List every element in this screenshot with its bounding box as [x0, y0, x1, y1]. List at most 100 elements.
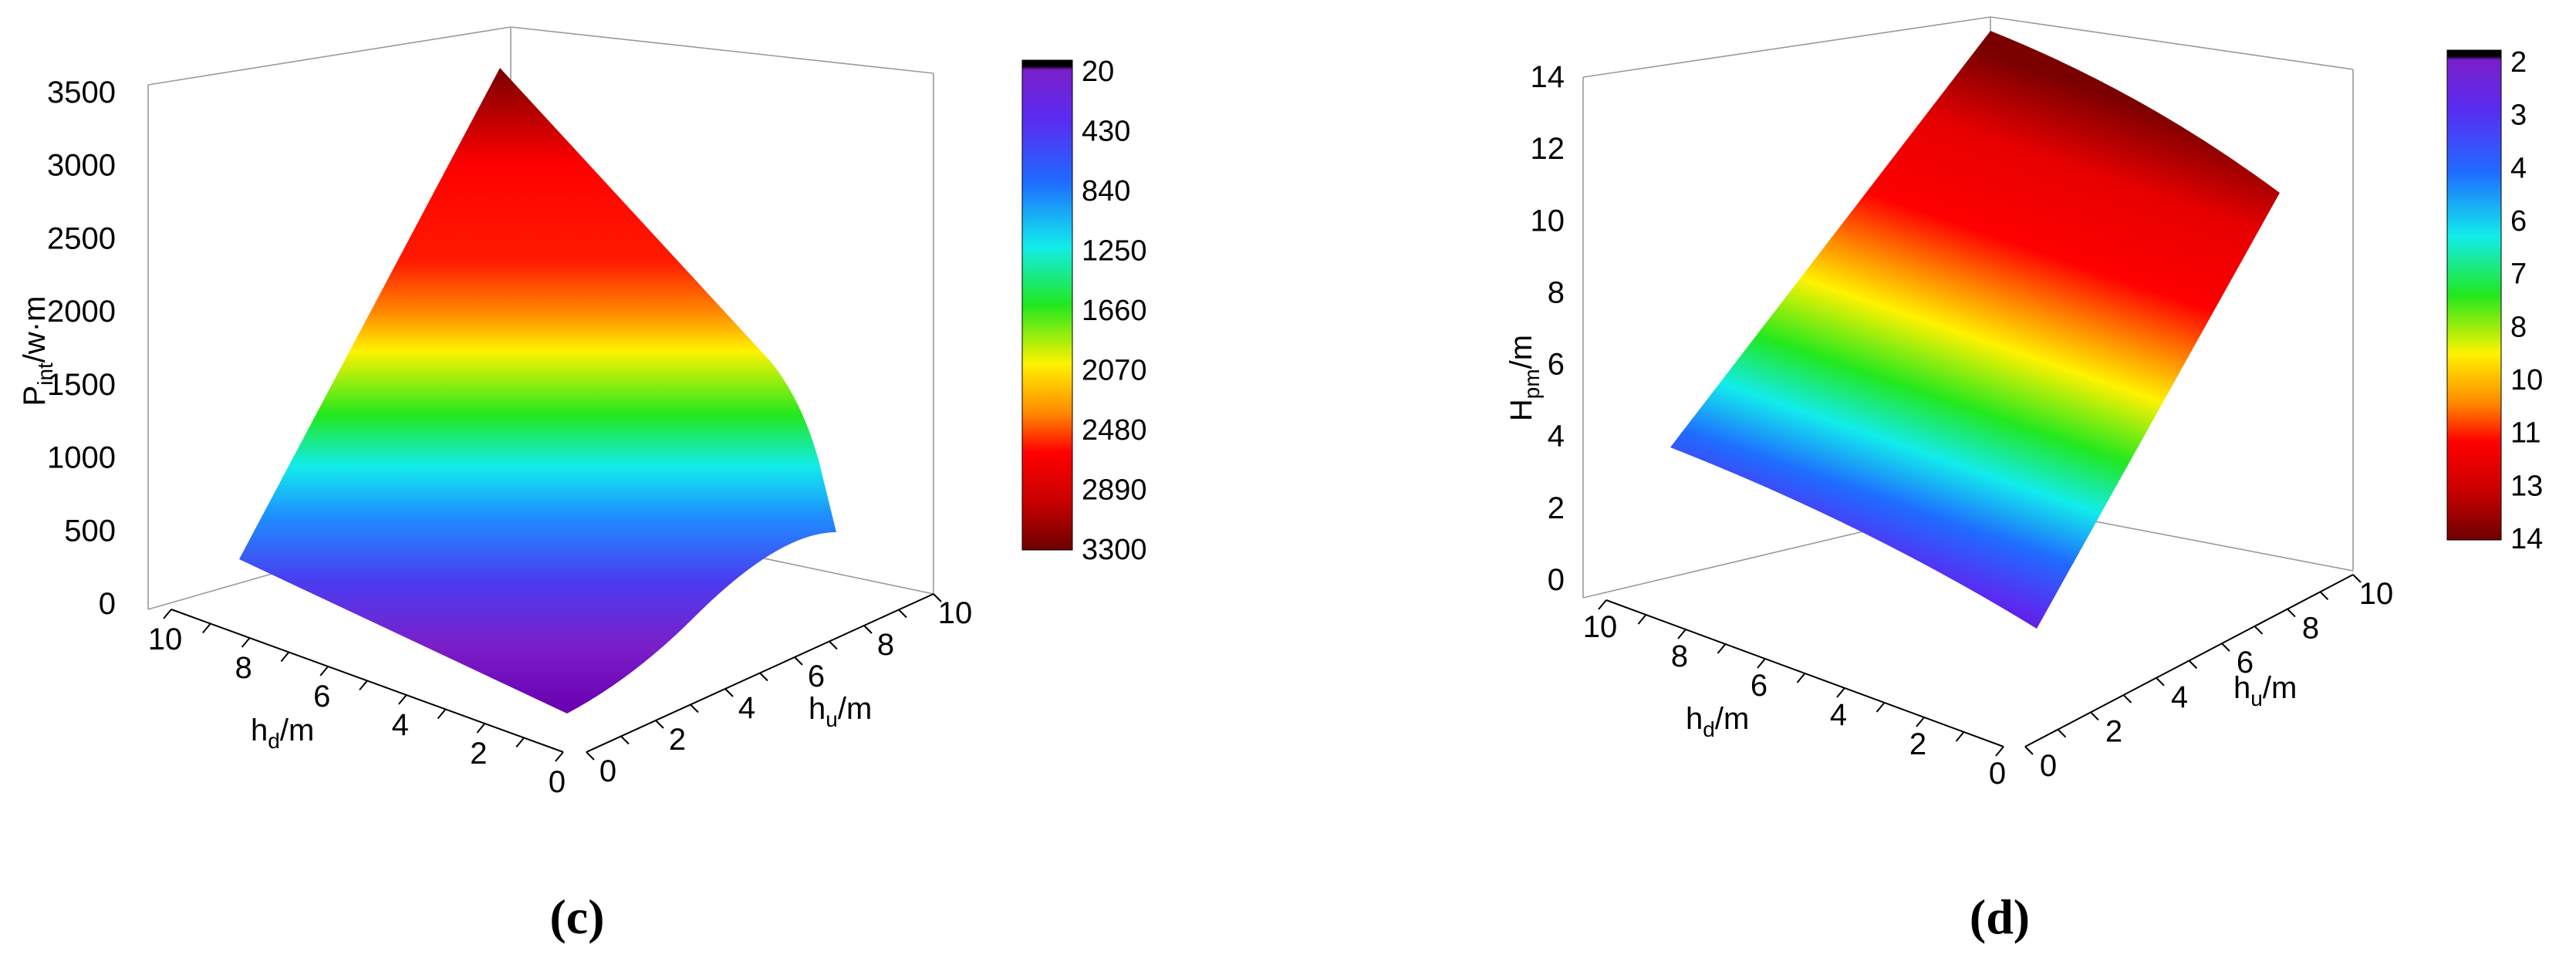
- panel-d-y-tick: [2156, 677, 2165, 686]
- panel-d-x-tick-label: 0: [1989, 757, 2006, 791]
- panel-c-x-tick: [241, 637, 251, 648]
- panel-c-z-title-sub: int: [33, 363, 57, 386]
- colorbar-d-ticks: 2 3 4 6 7 8 10 11 13 14: [2510, 46, 2543, 555]
- colorbar-d-label: 13: [2510, 470, 2543, 502]
- colorbar-d-label: 7: [2510, 258, 2527, 291]
- panel-c-y-tick: [863, 625, 873, 634]
- panel-d-y-tick-label: 6: [2237, 646, 2254, 680]
- panel-d-y-tick: [2221, 643, 2230, 652]
- panel-d-z-tick-label: 4: [1548, 420, 1565, 454]
- panel-d-x-tick: [1717, 643, 1727, 654]
- panel-c-y-tick: [620, 735, 630, 745]
- panel-c-y-title-sub: u: [825, 707, 838, 731]
- panel-c-y-tick: [759, 672, 768, 682]
- panel-c-y-tick-label: 10: [938, 596, 973, 630]
- panel-d-y-tick-label: 4: [2171, 680, 2188, 714]
- panel-c-z-axis-title: Pint/w·m: [18, 296, 57, 406]
- panel-c-x-tick-label: 6: [313, 680, 330, 713]
- panel-c-x-tick-label: 4: [392, 708, 409, 742]
- panel-c-y-tick-label: 4: [738, 691, 755, 725]
- panel-d-z-tick-label: 0: [1548, 563, 1565, 597]
- colorbar-c-label: 2480: [1082, 414, 1147, 447]
- panel-d-z-tick-label: 14: [1531, 60, 1565, 94]
- surface-c: [239, 68, 836, 713]
- panel-d-y-tick: [2188, 659, 2198, 670]
- panel-c-y-tick-label: 2: [669, 723, 686, 757]
- panel-d-x-tick: [1598, 599, 1607, 610]
- colorbar-d-label: 8: [2510, 311, 2527, 343]
- panel-d-x-tick: [1916, 717, 1925, 727]
- surface-d: [1670, 31, 2280, 629]
- panel-c-x-tick-label: 10: [148, 622, 183, 656]
- colorbar-c-label: 1660: [1082, 295, 1147, 327]
- colorbar-d-label: 2: [2510, 46, 2527, 79]
- panel-c-x-tick: [476, 723, 486, 734]
- panel-d-z-title-rest: /m: [1504, 335, 1538, 369]
- panel-c-x-tick-labels: 0 2 4 6 8 10: [148, 609, 566, 799]
- colorbar-c-label: 430: [1082, 116, 1130, 148]
- panel-c-y-tick: [898, 609, 907, 619]
- panel-d-x-tick-labels: 0 2 4 6 8 10: [1583, 599, 2006, 791]
- panel-d-y-tick: [2057, 728, 2067, 738]
- panel-c-y-title-main: h: [809, 692, 825, 726]
- panel-c-x-tick-label: 0: [549, 765, 566, 799]
- panel-c-z-tick-label: 2500: [47, 221, 116, 255]
- panel-c-caption: (c): [549, 889, 604, 944]
- panel-c-z-tick-label: 3500: [47, 76, 116, 110]
- panel-d-x-tick-label: 10: [1583, 610, 1618, 644]
- panel-c-y-title-rest: /m: [838, 692, 872, 726]
- panel-d-y-tick: [2024, 746, 2034, 755]
- panel-c-x-tick: [398, 694, 407, 705]
- panel-d-x-tick: [1637, 614, 1647, 625]
- panel-d-z-tick-label: 12: [1531, 132, 1565, 166]
- colorbar-d-label: 14: [2510, 523, 2543, 555]
- panel-d-x-tick: [1677, 629, 1686, 639]
- panel-d-y-tick: [2090, 711, 2099, 721]
- panel-c-x-axis-title: hd/m: [251, 713, 314, 753]
- panel-c-z-title-rest: /w·m: [18, 296, 52, 363]
- colorbar-d-label: 10: [2510, 364, 2543, 396]
- panel-d-y-tick: [2352, 574, 2362, 583]
- panel-d-z-tick-label: 6: [1548, 348, 1565, 382]
- panel-d-y-title-sub: u: [2250, 686, 2263, 710]
- colorbar-c-label: 3300: [1082, 534, 1147, 566]
- colorbar-d-label: 3: [2510, 100, 2527, 132]
- panel-c-z-tick-label: 2000: [47, 295, 116, 329]
- panel-d-z-tick-label: 2: [1548, 491, 1565, 525]
- panel-d-y-tick-label: 8: [2302, 612, 2319, 646]
- panel-d-x-tick: [1757, 658, 1766, 669]
- panel-c-y-tick-label: 0: [599, 754, 616, 788]
- panel-d-x-title-rest: /m: [1715, 702, 1749, 736]
- panel-d-x-tick: [1955, 731, 1965, 742]
- panel-c-z-tick-label: 1500: [47, 368, 116, 402]
- panel-c-x-tick-label: 8: [235, 651, 252, 685]
- panel-d-y-tick: [2122, 694, 2132, 703]
- panel-c-x-tick: [163, 609, 172, 619]
- panel-c-z-tick-label: 3000: [47, 149, 116, 183]
- panel-c-y-tick: [586, 751, 595, 761]
- panel-c-x-tick: [555, 751, 564, 762]
- colorbar-d-label: 6: [2510, 205, 2527, 238]
- panel-c-z-tick-label: 500: [64, 514, 116, 548]
- panel-c-y-tick: [829, 640, 838, 650]
- panel-c-x-tick: [202, 622, 211, 634]
- panel-c-z-tick-label: 1000: [47, 441, 116, 475]
- colorbar-d-label: 11: [2510, 417, 2541, 450]
- panel-c-x-tick-label: 2: [470, 737, 487, 771]
- panel-d-z-axis-title: Hpm/m: [1504, 335, 1544, 421]
- panel-d-x-tick: [1836, 687, 1845, 698]
- panel-c-x-title-main: h: [251, 713, 268, 747]
- colorbar-c-label: 2070: [1082, 355, 1147, 387]
- panel-d-x-tick-label: 8: [1671, 639, 1688, 673]
- panel-d-y-tick-label: 0: [2040, 749, 2057, 783]
- panel-d-x-tick-label: 6: [1751, 669, 1767, 703]
- panel-c-x-title-rest: /m: [280, 713, 314, 747]
- panel-d-y-tick: [2319, 591, 2329, 601]
- panel-d-y-axis-title: hu/m: [2233, 671, 2297, 710]
- panel-d-y-tick: [2254, 626, 2264, 635]
- panel-c-y-tick-labels: 0 2 4 6 8 10: [586, 593, 973, 788]
- panel-d-x-title-sub: d: [1703, 717, 1715, 741]
- colorbar-d: 2 3 4 6 7 8 10 11 13 14: [2446, 46, 2543, 555]
- colorbar-c-label: 20: [1082, 56, 1114, 88]
- panel-d-x-tick-label: 4: [1830, 698, 1847, 732]
